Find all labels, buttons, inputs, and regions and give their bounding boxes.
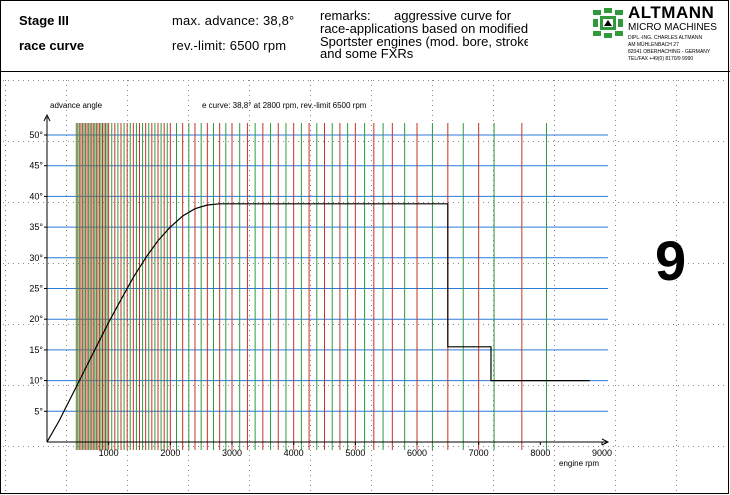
y-axis-label: advance angle	[50, 101, 103, 110]
horizontal-grid-lines	[47, 134, 608, 412]
remarks-line-4: and some FXRs	[320, 46, 414, 61]
curve-name-label: race curve	[19, 38, 85, 53]
remarks-line-2: race-applications based on modified	[320, 21, 529, 36]
x-axis-arrow	[601, 438, 610, 446]
background-dot-grid	[3, 80, 724, 491]
x-axis-label: engine rpm	[559, 459, 599, 468]
y-tick-label: 30°	[29, 253, 43, 263]
logo-address-3: 82041 OBERHACHING - GERMANY	[628, 49, 711, 55]
x-tick-label: 5000	[345, 448, 365, 458]
header-divider	[0, 71, 730, 72]
y-tick-label: 5°	[34, 406, 43, 416]
altmann-logo-icon	[591, 6, 625, 40]
remarks-label: remarks:	[320, 8, 371, 23]
y-tick-label: 10°	[29, 376, 43, 386]
logo-subtitle: MICRO MACHINES	[628, 22, 717, 33]
advance-curve-line	[46, 203, 590, 443]
remarks-line-3: Sportster engines (mod. bore, stroke	[320, 34, 528, 49]
y-tick-label: 25°	[29, 284, 43, 294]
x-tick-label: 3000	[222, 448, 242, 458]
logo-brand: ALTMANN	[628, 3, 715, 22]
rev-limit-text: rev.-limit: 6500 rpm	[172, 38, 287, 53]
chart-title: e curve: 38,8° at 2800 rpm, rev.-limit 6…	[202, 101, 367, 110]
x-tick-label: 1000	[99, 448, 119, 458]
x-tick-label: 4000	[284, 448, 304, 458]
page-number: 9	[655, 229, 687, 292]
y-tick-label: 15°	[29, 345, 43, 355]
y-axis-arrow	[43, 113, 51, 122]
axis-ticks: 5° 10° 15° 20° 25° 30° 35° 40° 45° 50° 1000 2000 300…	[29, 130, 612, 458]
y-tick-label: 20°	[29, 314, 43, 324]
stage-label: Stage III	[19, 13, 69, 28]
max-advance-text: max. advance: 38,8°	[172, 13, 295, 28]
vertical-rpm-lines	[75, 123, 547, 450]
chart-axes	[43, 113, 610, 446]
x-tick-label: 9000	[592, 448, 612, 458]
remarks-line-1: aggressive curve for	[394, 8, 512, 23]
x-tick-label: 8000	[530, 448, 550, 458]
x-tick-label: 6000	[407, 448, 427, 458]
logo-address-4: TEL/FAX +49(0) 8170/9 9990	[628, 56, 694, 62]
y-tick-label: 40°	[29, 191, 43, 201]
y-tick-label: 45°	[29, 161, 43, 171]
y-tick-label: 50°	[29, 130, 43, 140]
x-tick-label: 2000	[160, 448, 180, 458]
x-tick-label: 7000	[469, 448, 489, 458]
logo-address-2: AM MÜHLENBACH 27	[628, 42, 679, 48]
y-tick-label: 35°	[29, 222, 43, 232]
logo-address-1: DIPL.-ING. CHARLES ALTMANN	[628, 35, 703, 41]
